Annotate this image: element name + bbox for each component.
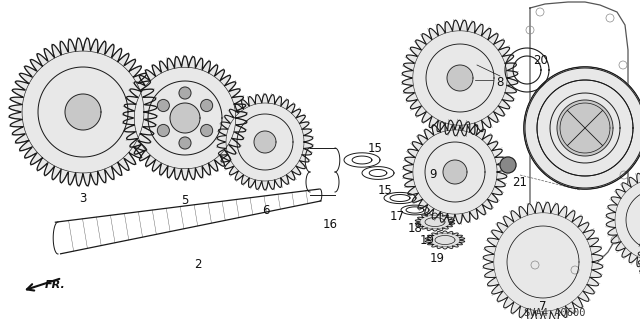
Polygon shape <box>638 206 640 310</box>
Polygon shape <box>447 65 473 91</box>
Text: 16: 16 <box>323 219 337 232</box>
Text: 2: 2 <box>195 258 202 271</box>
Text: 7: 7 <box>540 300 547 314</box>
Circle shape <box>179 87 191 99</box>
Text: 9: 9 <box>429 168 436 182</box>
Polygon shape <box>524 67 640 189</box>
Polygon shape <box>254 131 276 153</box>
Polygon shape <box>403 120 507 224</box>
Circle shape <box>179 137 191 149</box>
Text: 5: 5 <box>181 194 189 206</box>
Polygon shape <box>483 202 603 319</box>
Polygon shape <box>123 56 247 180</box>
Text: 3: 3 <box>79 191 86 204</box>
Text: 17: 17 <box>390 211 404 224</box>
Polygon shape <box>402 20 518 136</box>
Circle shape <box>500 157 516 173</box>
Text: 8: 8 <box>496 76 504 88</box>
Polygon shape <box>606 170 640 270</box>
Polygon shape <box>65 94 101 130</box>
Polygon shape <box>170 103 200 133</box>
Text: 15: 15 <box>367 142 383 154</box>
Text: 19: 19 <box>429 251 445 264</box>
Circle shape <box>157 124 170 137</box>
Text: SVA4-A0600: SVA4-A0600 <box>524 308 586 318</box>
Text: 15: 15 <box>378 183 392 197</box>
Polygon shape <box>217 94 313 190</box>
Polygon shape <box>557 100 613 156</box>
Circle shape <box>201 100 212 112</box>
Polygon shape <box>415 213 454 231</box>
Circle shape <box>201 124 212 137</box>
Polygon shape <box>426 231 465 249</box>
Text: 18: 18 <box>408 221 422 234</box>
Text: 19: 19 <box>419 234 435 247</box>
Text: 6: 6 <box>262 204 269 217</box>
Text: 20: 20 <box>534 54 548 66</box>
Polygon shape <box>9 38 157 186</box>
Text: 21: 21 <box>513 176 527 189</box>
Text: FR.: FR. <box>45 280 66 290</box>
Circle shape <box>157 100 170 112</box>
Polygon shape <box>443 160 467 184</box>
